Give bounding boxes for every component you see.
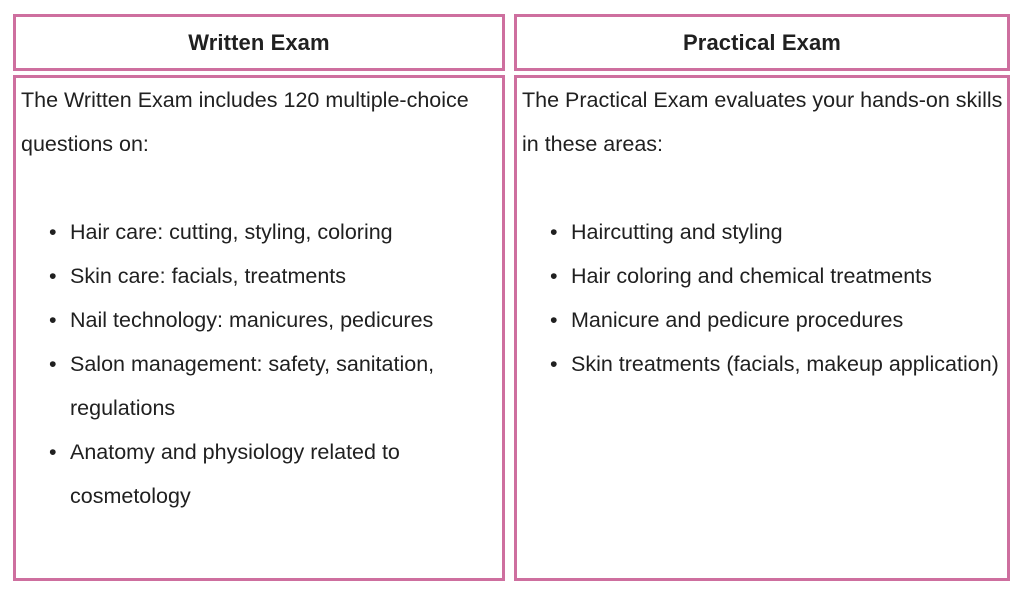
exam-comparison-table: Written Exam Practical Exam The Written … [13,14,1010,581]
list-item: Salon management: safety, sanitation, re… [49,342,498,430]
list-item: Manicure and pedicure procedures [550,298,1003,342]
practical-exam-body-cell: The Practical Exam evaluates your hands-… [514,75,1010,581]
practical-exam-intro: The Practical Exam evaluates your hands-… [522,88,1003,156]
written-exam-header-cell: Written Exam [13,14,505,71]
practical-exam-header-label: Practical Exam [683,29,841,55]
written-exam-header-label: Written Exam [188,29,330,55]
practical-exam-topic-list: Haircutting and styling Hair coloring an… [522,210,1003,386]
list-item: Hair coloring and chemical treatments [550,254,1003,298]
list-item: Hair care: cutting, styling, coloring [49,210,498,254]
list-item: Skin treatments (facials, makeup applica… [550,342,1003,386]
list-item: Anatomy and physiology related to cosmet… [49,430,498,518]
practical-exam-header-cell: Practical Exam [514,14,1010,71]
list-item: Nail technology: manicures, pedicures [49,298,498,342]
written-exam-topic-list: Hair care: cutting, styling, coloring Sk… [21,210,498,518]
written-exam-body-cell: The Written Exam includes 120 multiple-c… [13,75,505,581]
written-exam-intro: The Written Exam includes 120 multiple-c… [21,88,469,156]
list-item: Haircutting and styling [550,210,1003,254]
list-item: Skin care: facials, treatments [49,254,498,298]
